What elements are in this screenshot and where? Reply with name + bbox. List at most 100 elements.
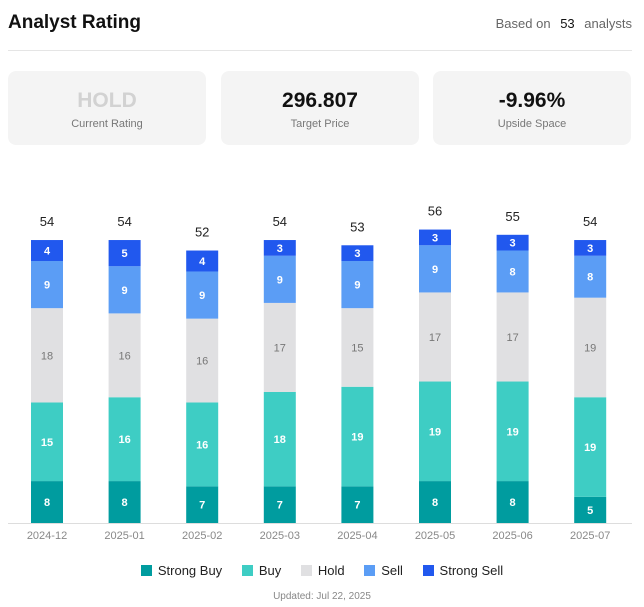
legend-hold[interactable]: Hold [300,563,345,578]
chart-legend: Strong Buy Buy Hold Sell Strong Sell [0,563,644,578]
bar-value-label: 9 [199,290,205,302]
bar-segment-hold[interactable] [496,292,529,382]
legend-strong-buy[interactable]: Strong Buy [140,563,223,578]
bar-segment-strong-buy[interactable] [419,481,451,523]
bar-segment-sell[interactable] [263,255,296,303]
bar-segment-hold[interactable] [186,318,219,403]
bar-total-label: 55 [505,209,519,224]
bar-segment-buy[interactable] [186,402,219,487]
bar-segment-hold[interactable] [341,308,374,387]
legend-buy[interactable]: Buy [241,563,282,578]
bar-segment-sell[interactable] [186,271,219,319]
bar-segment-strong-buy[interactable] [108,481,141,523]
bar-value-label: 3 [587,243,593,255]
bar-value-label: 15 [351,342,363,354]
based-prefix: Based on [495,16,551,31]
bar-total-label: 54 [273,214,287,229]
bar-segment-strong-buy[interactable] [574,496,607,523]
bar-segment-sell[interactable] [574,255,607,298]
rating-chart: 8 15 18 9 4 54 2024-12 8 16 16 9 5 54 2025-01 7 16 16 9 4 5… [8,204,632,542]
bar-value-label: 16 [196,356,208,368]
bar-value-label: 18 [41,350,53,362]
bar-segment-sell[interactable] [496,250,529,293]
bar-segment-strong-sell[interactable] [419,229,451,246]
bar-segment-strong-sell[interactable] [263,240,296,256]
current-rating-card: HOLD Current Rating [8,71,206,145]
bar-segment-strong-buy[interactable] [341,486,374,523]
bar-segment-strong-buy[interactable] [496,481,529,523]
bar-value-label: 9 [354,280,360,292]
legend-strong-sell[interactable]: Strong Sell [422,563,504,578]
bar-value-label: 8 [510,497,516,509]
bar-segment-strong-sell[interactable] [186,250,219,272]
bar-segment-hold[interactable] [263,302,296,392]
bar-segment-strong-sell[interactable] [341,245,374,261]
bar-value-label: 9 [44,280,50,292]
bar-value-label: 8 [587,272,593,284]
bar-value-label: 16 [118,434,130,446]
bar-segment-strong-buy[interactable] [263,486,296,523]
bar-segment-buy[interactable] [419,381,451,482]
bar-total-label: 53 [350,219,364,234]
legend-label-buy: Buy [258,563,282,578]
legend-label-strong-buy: Strong Buy [157,563,223,578]
bar-segment-sell[interactable] [31,261,63,309]
legend-swatch-strong-sell [422,565,434,576]
bar-value-label: 17 [274,342,286,354]
current-rating-label: Current Rating [71,118,143,130]
bar-value-label: 4 [199,256,206,268]
bar-value-label: 8 [122,497,128,509]
bar-value-label: 4 [44,246,51,258]
legend-sell[interactable]: Sell [364,563,403,578]
bar-value-label: 7 [199,500,205,512]
bar-segment-buy[interactable] [496,381,529,482]
bar-value-label: 3 [354,248,360,260]
bar-segment-strong-sell[interactable] [108,240,141,267]
bar-segment-buy[interactable] [341,386,374,487]
x-tick-label: 2025-06 [492,530,532,542]
bar-segment-hold[interactable] [574,297,607,398]
x-tick-label: 2025-04 [337,530,377,542]
bar-value-label: 8 [44,497,50,509]
bar-segment-strong-buy[interactable] [31,481,63,523]
updated-timestamp: Updated: Jul 22, 2025 [273,591,371,602]
bar-segment-strong-sell[interactable] [574,240,607,256]
x-tick-label: 2025-01 [104,530,144,542]
bar-value-label: 18 [274,434,286,446]
bar-segment-sell[interactable] [341,261,374,309]
based-suffix: analysts [584,16,632,31]
bar-segment-sell[interactable] [419,245,451,293]
bar-segment-buy[interactable] [263,392,296,487]
bar-value-label: 7 [354,500,360,512]
bar-value-label: 16 [118,350,130,362]
bar-total-label: 56 [428,204,442,219]
bar-value-label: 16 [196,439,208,451]
target-price-card: 296.807 Target Price [221,71,419,145]
bar-value-label: 5 [587,505,593,517]
bar-segment-buy[interactable] [108,397,141,482]
bar-segment-hold[interactable] [419,292,451,382]
bar-segment-buy[interactable] [574,397,607,497]
legend-label-strong-sell: Strong Sell [439,563,504,578]
bar-value-label: 19 [506,426,518,438]
legend-swatch-sell [364,565,376,576]
bar-segment-sell[interactable] [108,266,141,314]
bar-total-label: 54 [117,214,131,229]
bar-segment-buy[interactable] [31,402,63,482]
x-tick-label: 2025-02 [182,530,222,542]
x-tick-label: 2025-07 [570,530,610,542]
bar-segment-hold[interactable] [108,313,141,398]
analyst-count: 53 [560,16,575,31]
bar-segment-strong-buy[interactable] [186,486,219,523]
bar-segment-hold[interactable] [31,308,63,403]
bar-value-label: 19 [584,442,596,454]
bar-segment-strong-sell[interactable] [31,240,63,261]
page-title: Analyst Rating [8,12,142,33]
legend-swatch-buy [241,565,253,576]
bar-value-label: 19 [351,432,363,444]
analyst-count-text: Based on 53 analysts [496,16,632,31]
bar-value-label: 9 [277,274,283,286]
legend-label-hold: Hold [317,563,345,578]
bar-value-label: 19 [429,426,441,438]
bar-segment-strong-sell[interactable] [496,234,529,251]
